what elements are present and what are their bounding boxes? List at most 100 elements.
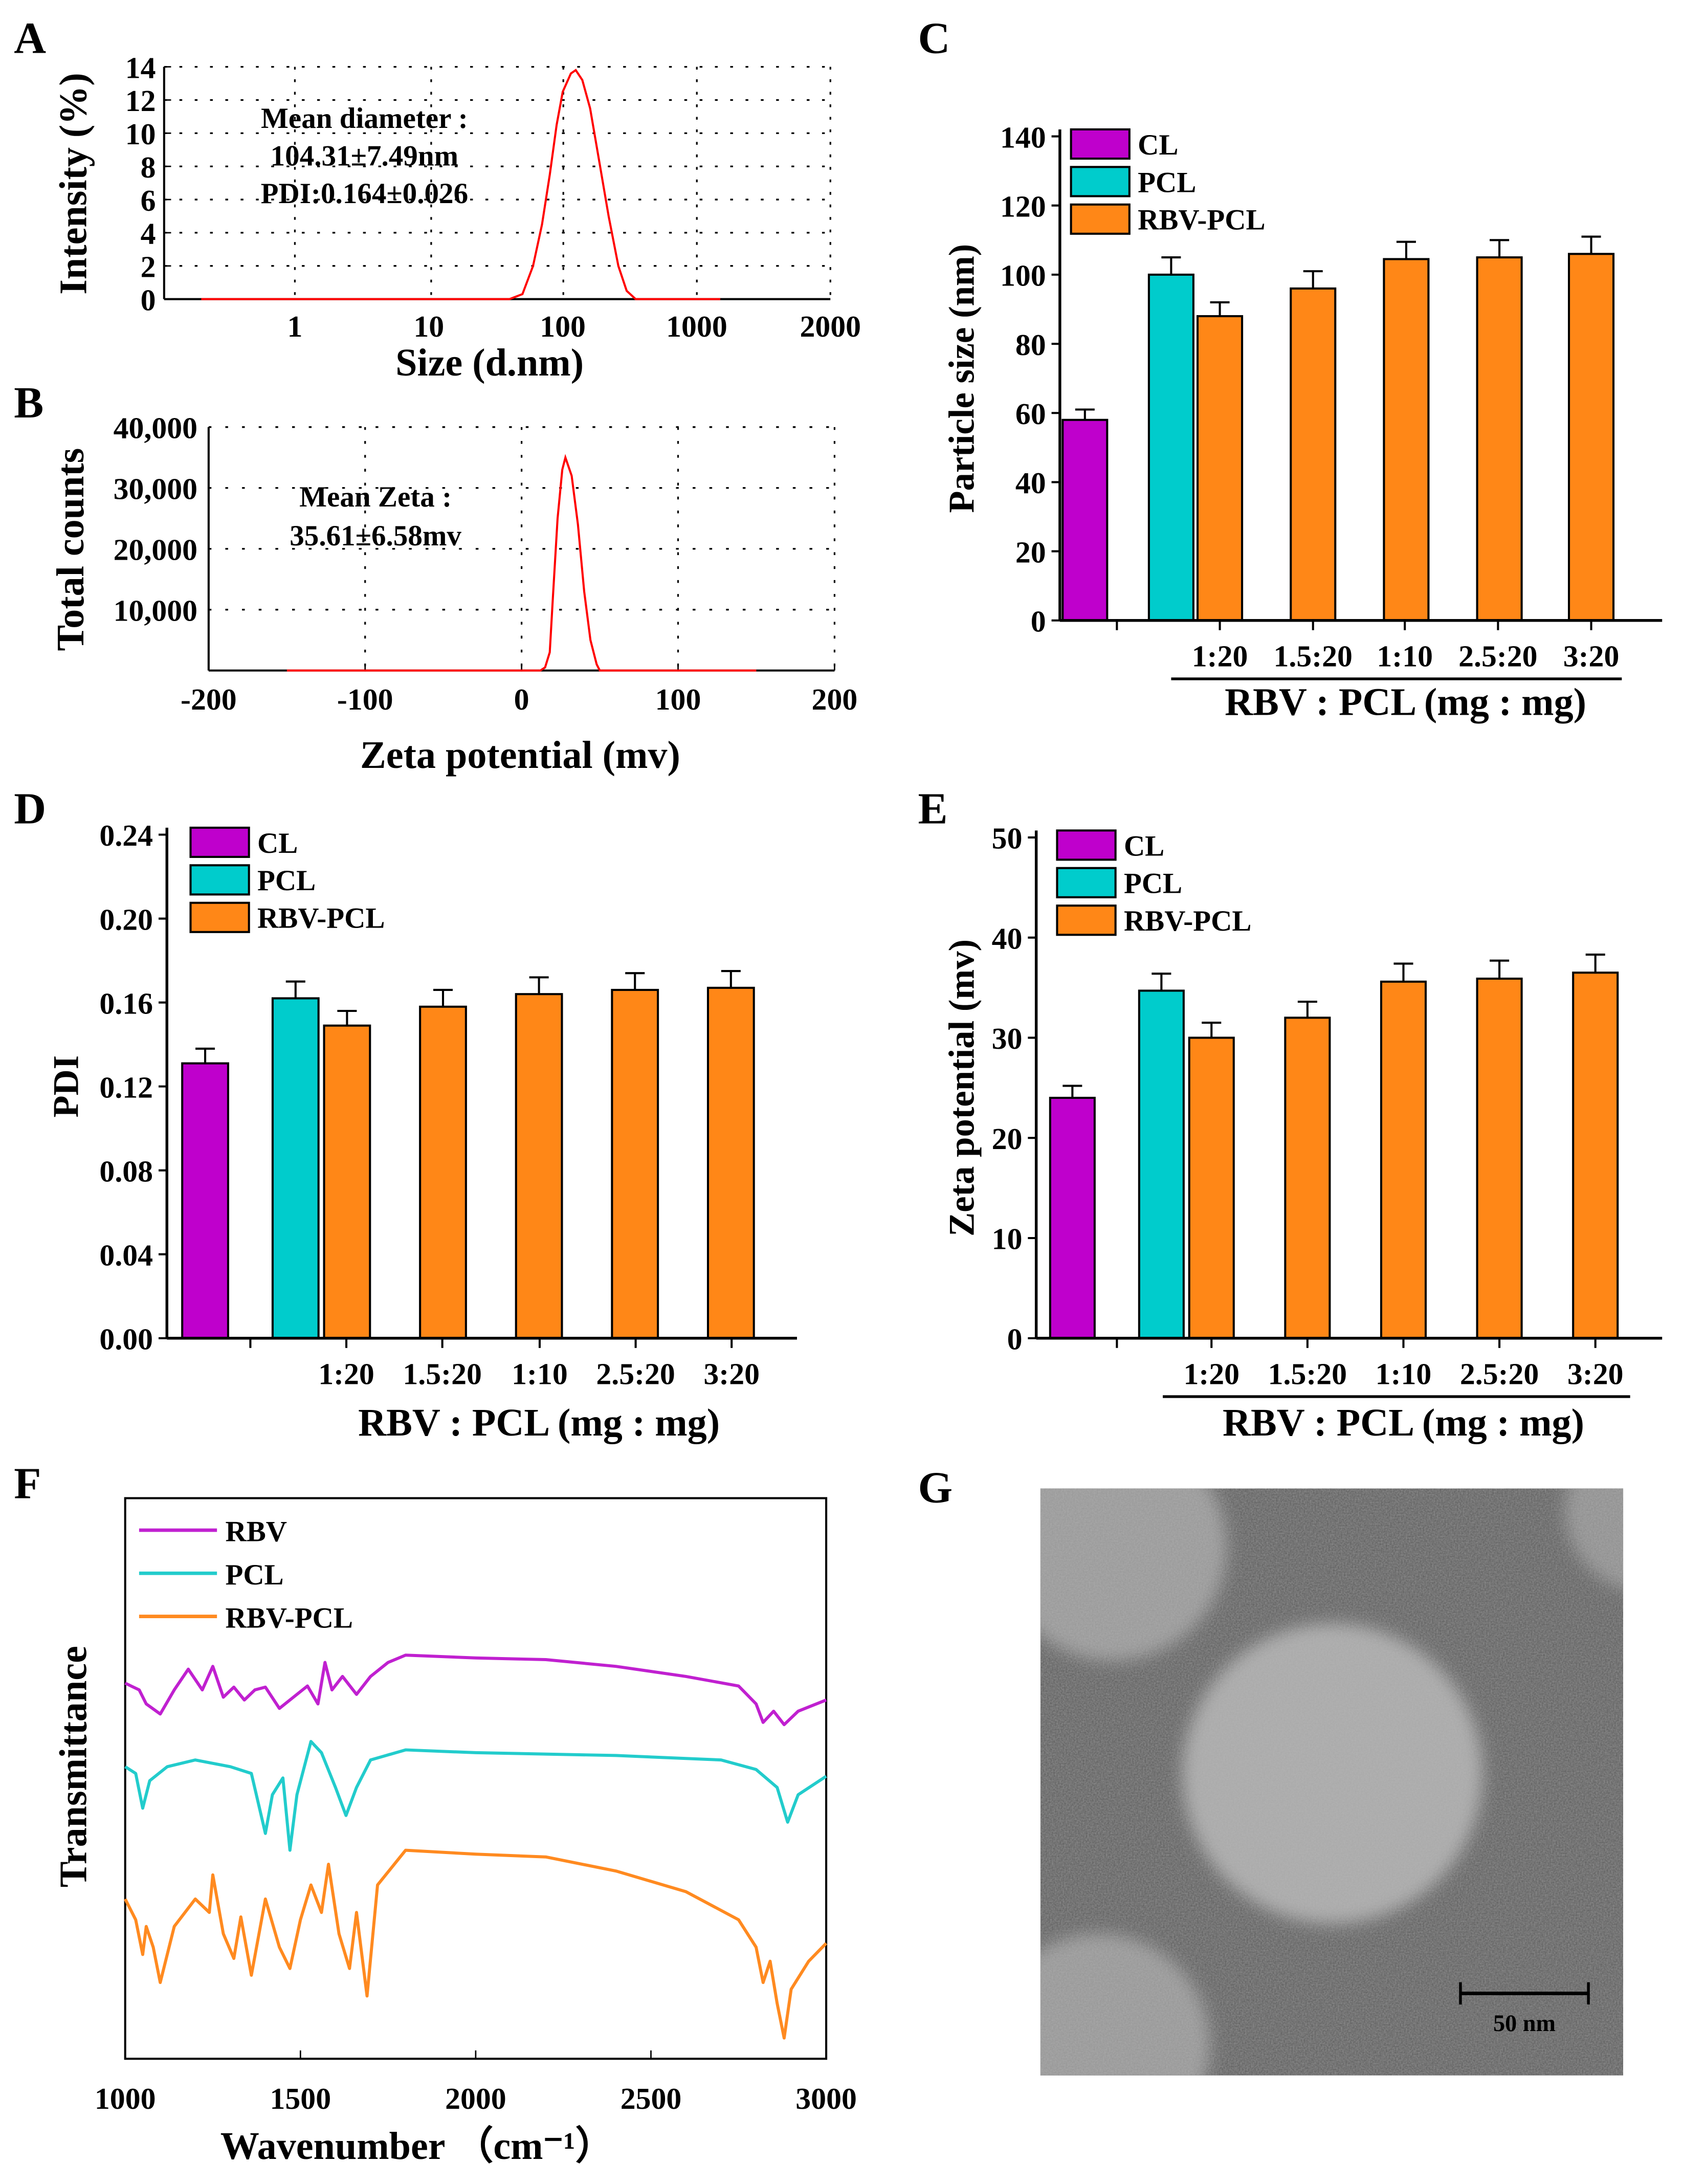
annotation-0: Mean Zeta :: [299, 481, 452, 513]
bar-rbv-pcl: [1568, 253, 1615, 622]
zeta-distribution-curve: [286, 454, 757, 672]
x-tick-label: 1.5:20: [403, 1357, 481, 1391]
legend-swatch-rbv-pcl: [1070, 203, 1131, 235]
bar-pcl: [1138, 989, 1185, 1339]
annotation-1: 104.31±7.49nm: [271, 140, 458, 172]
y-tick-label: 40: [992, 921, 1023, 955]
legend-label-rbv-pcl: RBV-PCL: [1124, 905, 1251, 937]
x-tick-label: 2.5:20: [1460, 1357, 1539, 1391]
y-axis-label: Zeta potential (mv): [942, 939, 982, 1237]
tem-noise: [1040, 1488, 1624, 2076]
legend-label-cl: CL: [1124, 830, 1164, 862]
y-tick-label: 60: [1015, 397, 1046, 431]
bar-pcl: [271, 997, 320, 1339]
bar-rbv-pcl: [1383, 258, 1430, 622]
x-tick-label: 200: [812, 682, 858, 716]
panel-label-a: A: [14, 13, 46, 62]
legend-swatch-pcl: [1056, 867, 1117, 898]
spectrum-pcl: [124, 1740, 827, 1852]
panel-f-ftir-spectra: 1000 1500 2000 2500 3000 RBV PCL RBV-PCL Wavenum…: [95, 1497, 857, 2168]
y-tick-label: 2: [141, 250, 156, 284]
bar-rbv-pcl: [1572, 972, 1619, 1339]
legend-label-pcl: PCL: [1124, 868, 1182, 900]
legend-label-cl: CL: [1138, 129, 1178, 161]
y-tick-label: 0.24: [99, 819, 153, 852]
y-tick-label: 4: [141, 217, 156, 251]
y-tick-label: 8: [141, 150, 156, 184]
x-tick-label: 1.5:20: [1274, 639, 1353, 673]
x-tick-label: 1:20: [318, 1357, 374, 1391]
legend-label-rbv-pcl: RBV-PCL: [225, 1602, 352, 1634]
legend-label-rbv-pcl: RBV-PCL: [1138, 204, 1265, 236]
bar-rbv-pcl: [515, 993, 563, 1339]
y-tick-label: 0.20: [99, 902, 153, 936]
annotation-1: 35.61±6.58mv: [290, 520, 461, 552]
bar-rbv-pcl: [419, 1005, 467, 1339]
bar-cl: [1049, 1096, 1096, 1339]
bar-rbv-pcl: [1476, 256, 1523, 622]
x-axis-label: RBV : PCL (mg : mg): [1223, 1401, 1584, 1444]
y-tick-label: 0.04: [99, 1238, 153, 1272]
x-axis-label: RBV : PCL (mg : mg): [1225, 681, 1586, 724]
bar-rbv-pcl: [706, 986, 755, 1339]
y-axis-label: Intensity (%): [52, 73, 95, 294]
y-tick-label: 6: [141, 184, 156, 217]
y-tick-label: 140: [1000, 120, 1046, 154]
x-tick-label: 1500: [270, 2082, 331, 2115]
y-tick-label: 120: [1000, 189, 1046, 223]
legend-swatch-pcl: [1070, 166, 1131, 197]
panel-e-bar-chart: 0 10 20 30 40 50 1:20 1.5:20 1:10 2.5:20 3:20 RBV :…: [992, 822, 1663, 1444]
y-axis-label: Total counts: [49, 448, 92, 651]
x-tick-label: 0: [514, 682, 529, 716]
panel-label-e: E: [918, 784, 948, 833]
y-axis-label: Transmittance: [52, 1646, 95, 1887]
y-tick-label: 0.08: [99, 1154, 153, 1188]
panel-g-tem-image: 50 nm: [1040, 1488, 1624, 2076]
x-tick-label: 1:10: [1376, 1357, 1432, 1391]
panel-label-f: F: [14, 1458, 41, 1508]
legend-label-pcl: PCL: [257, 865, 316, 897]
y-tick-label: 10: [125, 117, 156, 151]
y-tick-label: 40,000: [114, 411, 197, 445]
y-tick-label: 14: [125, 51, 156, 84]
x-tick-label: 3:20: [1563, 639, 1620, 673]
y-tick-label: 20,000: [114, 533, 197, 566]
x-tick-label: 3000: [795, 2082, 857, 2115]
x-tick-label: 2.5:20: [1458, 639, 1537, 673]
bar-rbv-pcl: [1197, 315, 1244, 622]
annotation-2: PDI:0.164±0.026: [261, 178, 468, 210]
legend-swatch-rbv-pcl: [1056, 905, 1117, 936]
bar-rbv-pcl: [1290, 287, 1337, 622]
y-tick-label: 100: [1000, 259, 1046, 293]
x-tick-label: 3:20: [703, 1357, 760, 1391]
x-tick-label: 1:20: [1192, 639, 1248, 673]
x-axis-label: Zeta potential (mv): [360, 734, 680, 777]
panel-label-c: C: [918, 13, 950, 62]
y-tick-label: 30: [992, 1022, 1023, 1055]
legend-label-pcl: PCL: [225, 1559, 283, 1591]
bar-pcl: [1147, 273, 1194, 622]
panel-b-zeta-distribution: 10,000 20,000 30,000 40,000 -200 -100 0 100 200 M…: [114, 411, 858, 777]
bar-rbv-pcl: [611, 988, 659, 1339]
y-tick-label: 0: [1007, 1322, 1023, 1356]
x-tick-label: 2000: [445, 2082, 506, 2115]
legend-swatch-rbv-pcl: [189, 901, 250, 933]
x-tick-label: 1.5:20: [1268, 1357, 1347, 1391]
bar-cl: [1061, 418, 1109, 622]
y-tick-label: 0: [141, 283, 156, 317]
panel-c-bar-chart: 0 20 40 60 80 100 120 140 1:20 1.5:20 1:10 2.5:20 3:…: [1000, 120, 1663, 724]
panel-label-b: B: [14, 378, 43, 427]
x-tick-label: 100: [540, 310, 586, 343]
y-tick-label: 0.00: [99, 1322, 153, 1356]
y-tick-label: 50: [992, 822, 1023, 855]
legend-label-pcl: PCL: [1138, 166, 1196, 198]
x-tick-label: -200: [181, 682, 237, 716]
x-tick-label: 100: [655, 682, 701, 716]
legend-swatch-pcl: [189, 864, 250, 896]
y-tick-label: 20: [992, 1122, 1023, 1156]
x-axis-label: Wavenumber （cm⁻¹）: [220, 2125, 614, 2168]
bar-rbv-pcl: [1380, 980, 1427, 1339]
y-tick-label: 0.16: [99, 986, 153, 1020]
